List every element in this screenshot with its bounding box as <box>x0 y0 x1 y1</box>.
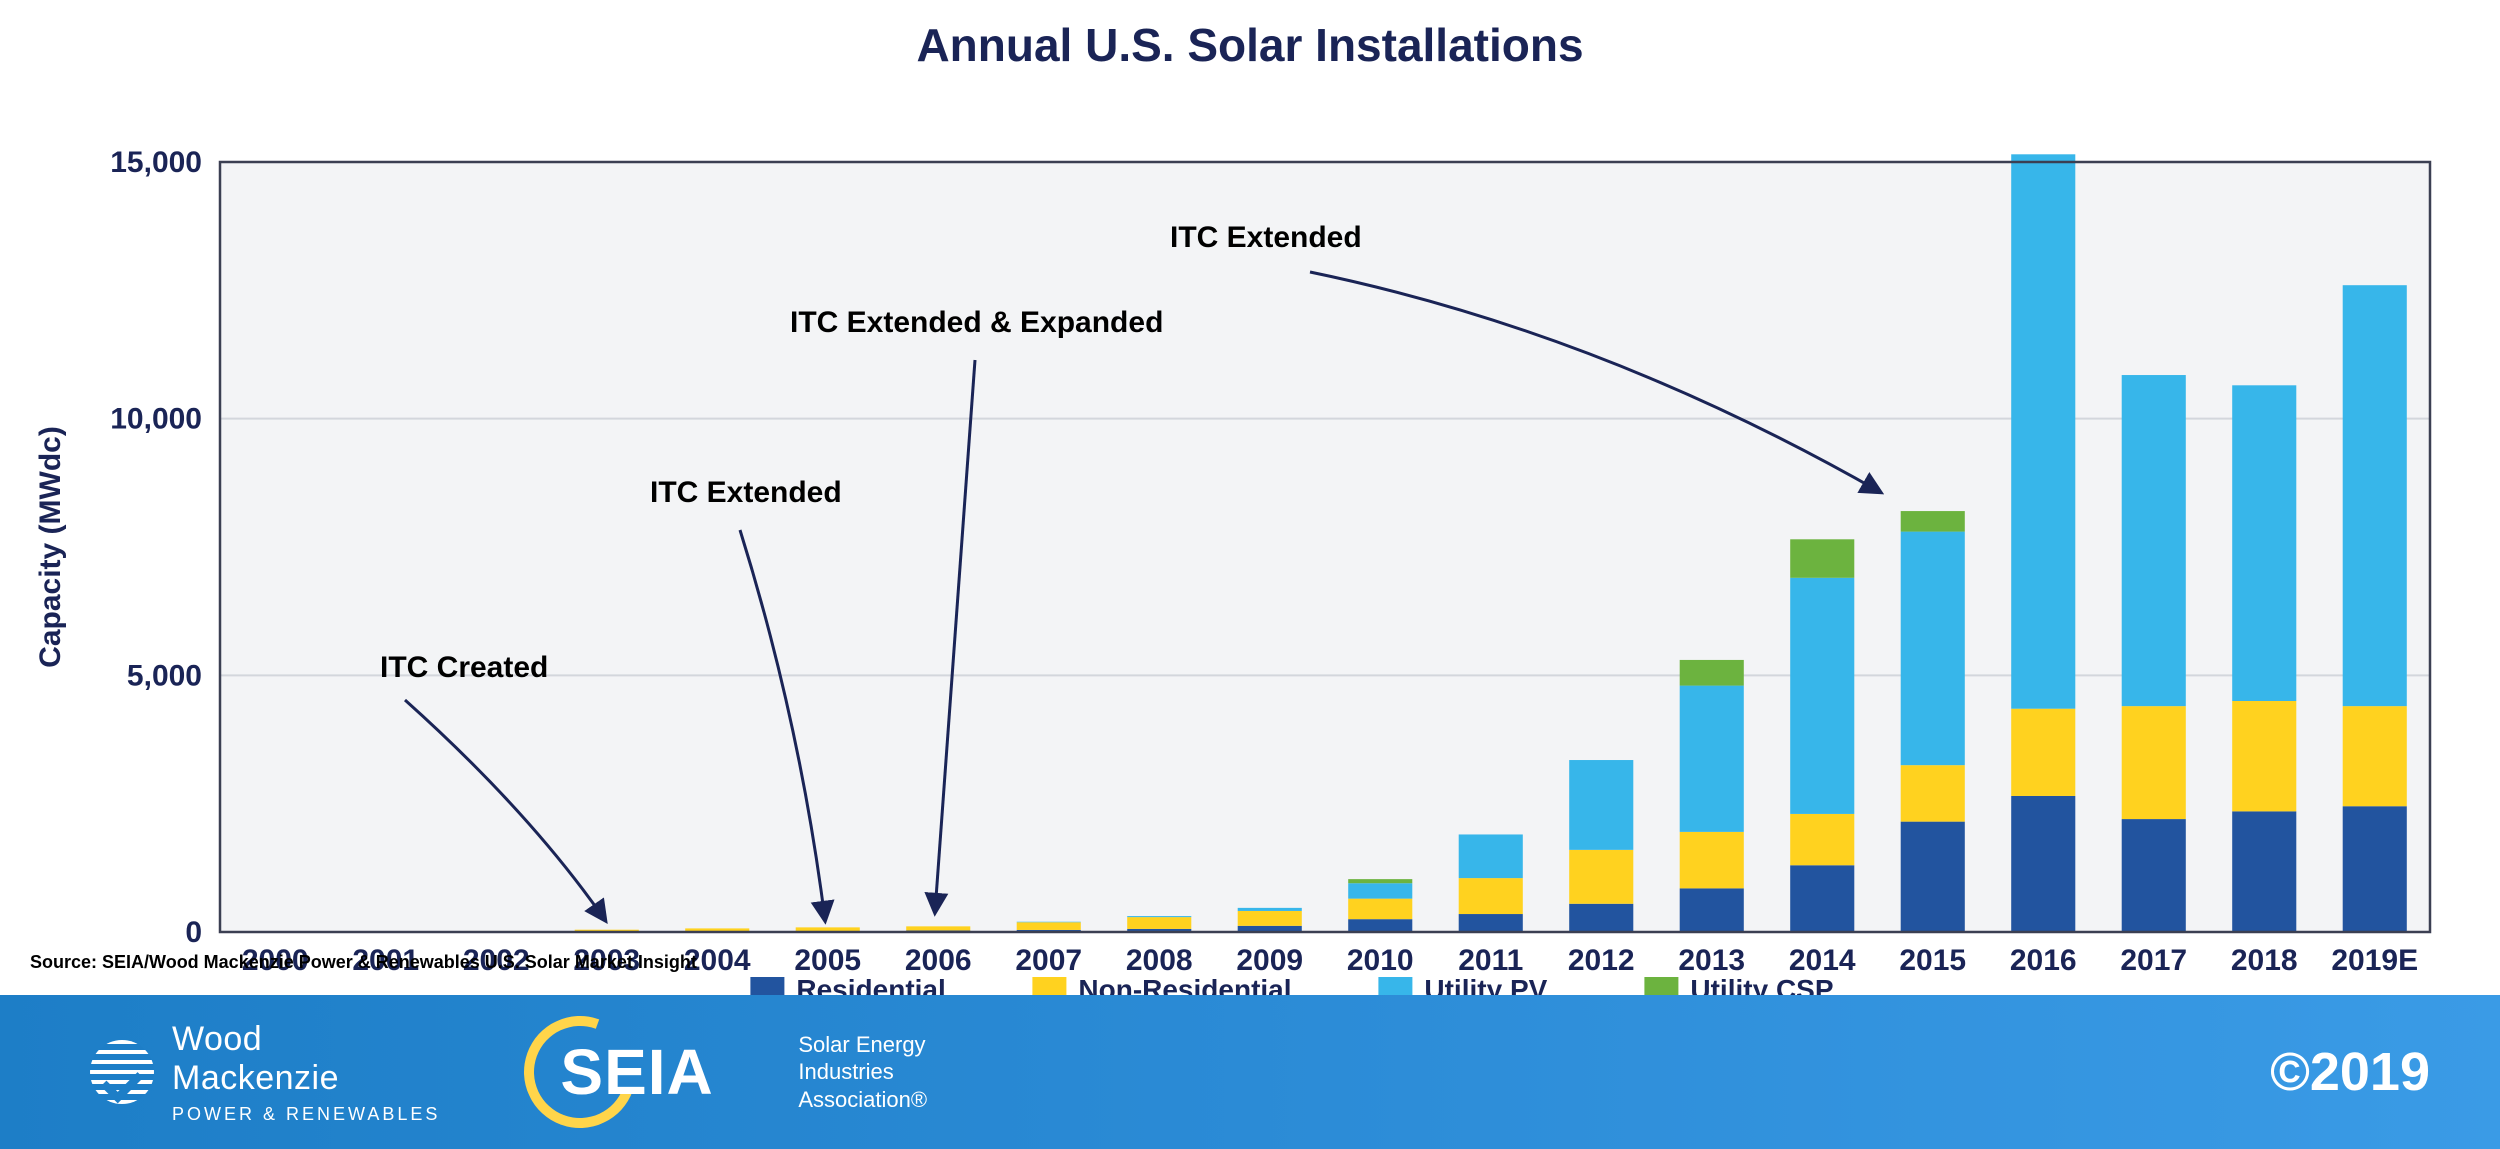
bar-segment <box>2122 375 2186 706</box>
chart-svg: 05,00010,00015,0002000200120022003200420… <box>0 72 2500 1052</box>
y-axis-label: Capacity (MWdc) <box>34 426 67 668</box>
bar-segment <box>2232 701 2296 811</box>
bar-segment <box>2122 706 2186 819</box>
source-line: Source: SEIA/Wood Mackenzie Power & Rene… <box>30 952 697 973</box>
bar-segment <box>1790 539 1854 578</box>
bar-segment <box>1238 911 1302 926</box>
bar-segment <box>1017 922 1081 923</box>
chart-container: Annual U.S. Solar Installations 0 5,000 10… <box>0 0 2500 1000</box>
bar-segment <box>1901 511 1965 532</box>
bar-segment <box>1017 922 1081 930</box>
bar-segment <box>1680 832 1744 888</box>
x-tick-label: 2013 <box>1678 944 1745 977</box>
bar-segment <box>1459 878 1523 914</box>
woodmac-text: Wood Mackenzie POWER & RENEWABLES <box>172 1020 440 1125</box>
x-tick-label: 2009 <box>1236 944 1303 977</box>
bar-segment <box>1569 904 1633 932</box>
footer-bar: Wood Mackenzie POWER & RENEWABLES SEIA S… <box>0 995 2500 1149</box>
bar-segment <box>2011 796 2075 932</box>
bar-segment <box>1348 899 1412 920</box>
bar-segment <box>1901 765 1965 821</box>
seia-line1: Solar Energy <box>798 1031 927 1059</box>
bar-segment <box>1790 814 1854 865</box>
x-tick-label: 2006 <box>905 944 972 977</box>
seia-mark: SEIA <box>550 1022 780 1122</box>
x-tick-label: 2011 <box>1458 944 1523 977</box>
bar-segment <box>1348 883 1412 898</box>
seia-logo: SEIA Solar Energy Industries Association… <box>550 1022 927 1122</box>
bar-segment <box>796 927 860 931</box>
bar-segment <box>2343 285 2407 706</box>
bar-segment <box>2232 385 2296 701</box>
bar-segment <box>2011 154 2075 708</box>
bar-segment <box>2343 806 2407 932</box>
bar-segment <box>1569 760 1633 850</box>
y-tick-label: 15,000 <box>110 146 202 179</box>
x-tick-label: 2008 <box>1126 944 1193 977</box>
annotation-label: ITC Extended <box>650 476 842 509</box>
woodmac-icon <box>90 1040 154 1104</box>
bar-segment <box>1127 917 1191 929</box>
bar-segment <box>1238 908 1302 911</box>
x-tick-label: 2017 <box>2120 944 2187 977</box>
y-tick-label: 10,000 <box>110 403 202 436</box>
x-tick-label: 2005 <box>794 944 861 977</box>
bar-segment <box>2011 709 2075 796</box>
annotation-label: ITC Extended <box>1170 221 1362 254</box>
bar-segment <box>2343 706 2407 806</box>
annotation-label: ITC Created <box>380 651 548 684</box>
seia-line2: Industries <box>798 1058 927 1086</box>
bar-segment <box>2232 811 2296 932</box>
bar-segment <box>1459 834 1523 878</box>
bar-segment <box>1569 850 1633 904</box>
x-tick-label: 2012 <box>1568 944 1635 977</box>
bar-segment <box>1790 865 1854 932</box>
x-tick-label: 2014 <box>1789 944 1856 977</box>
seia-line3: Association® <box>798 1086 927 1114</box>
chart-title: Annual U.S. Solar Installations <box>0 0 2500 72</box>
y-tick-label: 0 <box>185 916 202 949</box>
woodmac-line2: Mackenzie <box>172 1059 440 1098</box>
x-tick-label: 2016 <box>2010 944 2077 977</box>
woodmac-line3: POWER & RENEWABLES <box>172 1104 440 1125</box>
x-tick-label: 2010 <box>1347 944 1414 977</box>
plot-bg <box>220 162 2430 932</box>
seia-letters: SEIA <box>560 1035 713 1109</box>
x-tick-label: 2019E <box>2331 944 2418 977</box>
seia-text: Solar Energy Industries Association® <box>798 1031 927 1114</box>
bar-segment <box>906 926 970 930</box>
bar-segment <box>1901 532 1965 766</box>
bar-segment <box>2122 819 2186 932</box>
y-tick-label: 5,000 <box>127 659 202 692</box>
bar-segment <box>1901 822 1965 932</box>
bar-segment <box>1348 919 1412 932</box>
woodmac-line1: Wood <box>172 1020 440 1059</box>
bar-segment <box>1680 660 1744 686</box>
bar-segment <box>1680 888 1744 932</box>
bar-segment <box>1459 914 1523 932</box>
bar-segment <box>1680 686 1744 832</box>
x-tick-label: 2018 <box>2231 944 2298 977</box>
copyright: ©2019 <box>2270 1041 2430 1103</box>
x-tick-label: 2015 <box>1899 944 1966 977</box>
x-tick-label: 2007 <box>1015 944 1082 977</box>
bar-segment <box>1348 879 1412 883</box>
bar-segment <box>1790 578 1854 814</box>
annotation-label: ITC Extended & Expanded <box>790 306 1163 339</box>
woodmac-logo: Wood Mackenzie POWER & RENEWABLES <box>90 1020 440 1125</box>
bar-segment <box>1127 916 1191 917</box>
